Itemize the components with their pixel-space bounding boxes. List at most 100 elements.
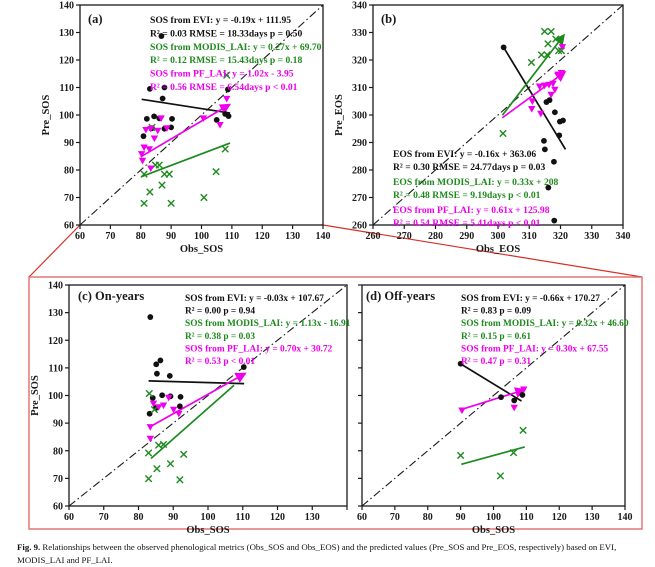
data-point bbox=[519, 392, 526, 398]
stats-annotation: SOS from MODIS_LAI: y = 1.13x - 16.91 bbox=[185, 319, 351, 329]
data-point bbox=[551, 109, 558, 116]
series-EVI bbox=[500, 44, 566, 224]
regression-line-evi bbox=[460, 363, 522, 402]
stats-annotation: EOS from EVI: y = -0.16x + 363.06 bbox=[393, 149, 536, 160]
panel-d: 60 70 80 90 100 110 120 130 140 Obs_SOS (d) Off-ye… bbox=[357, 284, 633, 536]
series-MODIS_LAI bbox=[144, 389, 188, 484]
identity-line bbox=[361, 284, 626, 507]
x-tick-label: 100 bbox=[201, 512, 216, 523]
stats-annotation: R² = 0.54 RMSE = 5.41days p < 0.01 bbox=[393, 218, 541, 229]
x-tick-label: 110 bbox=[519, 512, 533, 523]
stats-annotation: R² = 0.48 RMSE = 9.19days p < 0.01 bbox=[393, 190, 541, 201]
caption-text: Relationships between the observed pheno… bbox=[17, 542, 617, 565]
series-MODIS_LAI bbox=[456, 426, 527, 480]
data-point bbox=[153, 465, 161, 473]
series-EVI bbox=[457, 360, 526, 404]
identity-line bbox=[372, 4, 624, 226]
x-tick-label: 130 bbox=[285, 231, 300, 242]
data-point bbox=[225, 86, 231, 93]
panel-b: 260 270 280 290 300 310 320 330 340 260 270 280 290 3… bbox=[334, 1, 631, 256]
x-tick-label: 90 bbox=[456, 512, 466, 523]
data-point bbox=[557, 70, 566, 77]
data-point bbox=[150, 405, 159, 414]
panel-c: 60 70 80 90 100 110 120 130 60 70 80 90 100 110 120 130… bbox=[30, 281, 351, 537]
x-tick-label: 70 bbox=[390, 512, 400, 523]
x-tick-label: 140 bbox=[316, 231, 331, 242]
data-point bbox=[221, 145, 229, 153]
data-point bbox=[154, 404, 163, 411]
regression-line-pf bbox=[140, 103, 232, 158]
data-point bbox=[510, 404, 518, 412]
data-point bbox=[498, 394, 504, 401]
data-point bbox=[554, 46, 563, 55]
x-tick-label: 80 bbox=[423, 512, 433, 523]
y-tick-label: 100 bbox=[59, 111, 74, 122]
zoom-overlay bbox=[28, 224, 643, 530]
x-tick-label: 330 bbox=[584, 231, 599, 242]
x-tick-label: 260 bbox=[366, 231, 381, 242]
data-point bbox=[157, 357, 164, 364]
x-axis-label: Obs_EOS bbox=[476, 244, 521, 255]
y-tick-label: 270 bbox=[352, 193, 367, 204]
panel-label: (c) On-years bbox=[78, 289, 144, 303]
data-point bbox=[165, 394, 173, 402]
data-point bbox=[176, 403, 183, 410]
x-tick-label: 280 bbox=[428, 231, 443, 242]
x-axis-label: Obs_SOS bbox=[186, 525, 229, 536]
data-point bbox=[146, 188, 154, 196]
y-tick-label: 70 bbox=[53, 474, 63, 485]
data-point bbox=[543, 51, 551, 59]
data-point bbox=[556, 132, 563, 139]
data-point bbox=[179, 450, 188, 459]
data-point bbox=[541, 137, 547, 144]
data-point bbox=[551, 158, 557, 165]
regression-line-modis bbox=[461, 446, 525, 466]
data-point bbox=[143, 115, 150, 122]
x-tick-label: 120 bbox=[255, 231, 270, 242]
y-tick-label: 290 bbox=[352, 138, 367, 149]
data-point bbox=[166, 372, 173, 379]
panel-label: (d) Off-years bbox=[366, 289, 435, 303]
data-point bbox=[213, 117, 220, 123]
series-PF_LAI bbox=[458, 386, 528, 415]
stats-annotation: R² = 0.03 RMSE = 18.33days p = 0.50 bbox=[150, 28, 302, 39]
data-point bbox=[159, 402, 168, 410]
y-tick-label: 120 bbox=[59, 56, 74, 67]
y-tick-label: 80 bbox=[53, 446, 63, 457]
data-point bbox=[458, 407, 466, 415]
zoom-highlight-box bbox=[28, 276, 643, 530]
x-tick-label: 120 bbox=[552, 512, 567, 523]
series-MODIS_LAI bbox=[499, 27, 566, 138]
data-point bbox=[147, 165, 155, 173]
data-point bbox=[225, 113, 232, 119]
y-tick-label: 60 bbox=[64, 221, 74, 232]
y-tick-label: 260 bbox=[352, 221, 367, 232]
y-tick-label: 110 bbox=[49, 363, 63, 374]
x-tick-label: 90 bbox=[166, 231, 176, 242]
data-point bbox=[223, 71, 231, 79]
data-point bbox=[177, 393, 184, 400]
data-point bbox=[545, 81, 553, 89]
x-tick-label: 340 bbox=[616, 231, 631, 242]
stats-annotation: EOS from MODIS_LAI: y = 0.33x + 208 bbox=[393, 177, 559, 188]
data-point bbox=[456, 451, 465, 460]
data-point bbox=[153, 361, 160, 368]
data-point bbox=[167, 199, 175, 207]
y-tick-label: 340 bbox=[352, 1, 367, 12]
data-point bbox=[140, 199, 148, 207]
data-point bbox=[137, 151, 146, 158]
data-point bbox=[457, 360, 464, 367]
data-point bbox=[140, 170, 148, 178]
stats-annotation: R² = 0.47 p = 0.31 bbox=[461, 357, 531, 367]
data-point bbox=[511, 397, 518, 404]
stats-annotation: EOS from PF_LAI: y = 0.61x + 125.98 bbox=[393, 205, 550, 216]
y-tick-label: 130 bbox=[59, 28, 74, 39]
data-point bbox=[537, 51, 546, 59]
stats-annotation: SOS from MODIS_LAI: y = 0.27x + 69.70 bbox=[150, 42, 322, 53]
data-point bbox=[144, 449, 153, 457]
data-point bbox=[544, 40, 552, 48]
x-tick-label: 290 bbox=[459, 231, 474, 242]
stats-annotation: SOS from PF_LAI: y = 0.70x + 30.72 bbox=[185, 344, 333, 354]
data-point bbox=[499, 129, 507, 138]
